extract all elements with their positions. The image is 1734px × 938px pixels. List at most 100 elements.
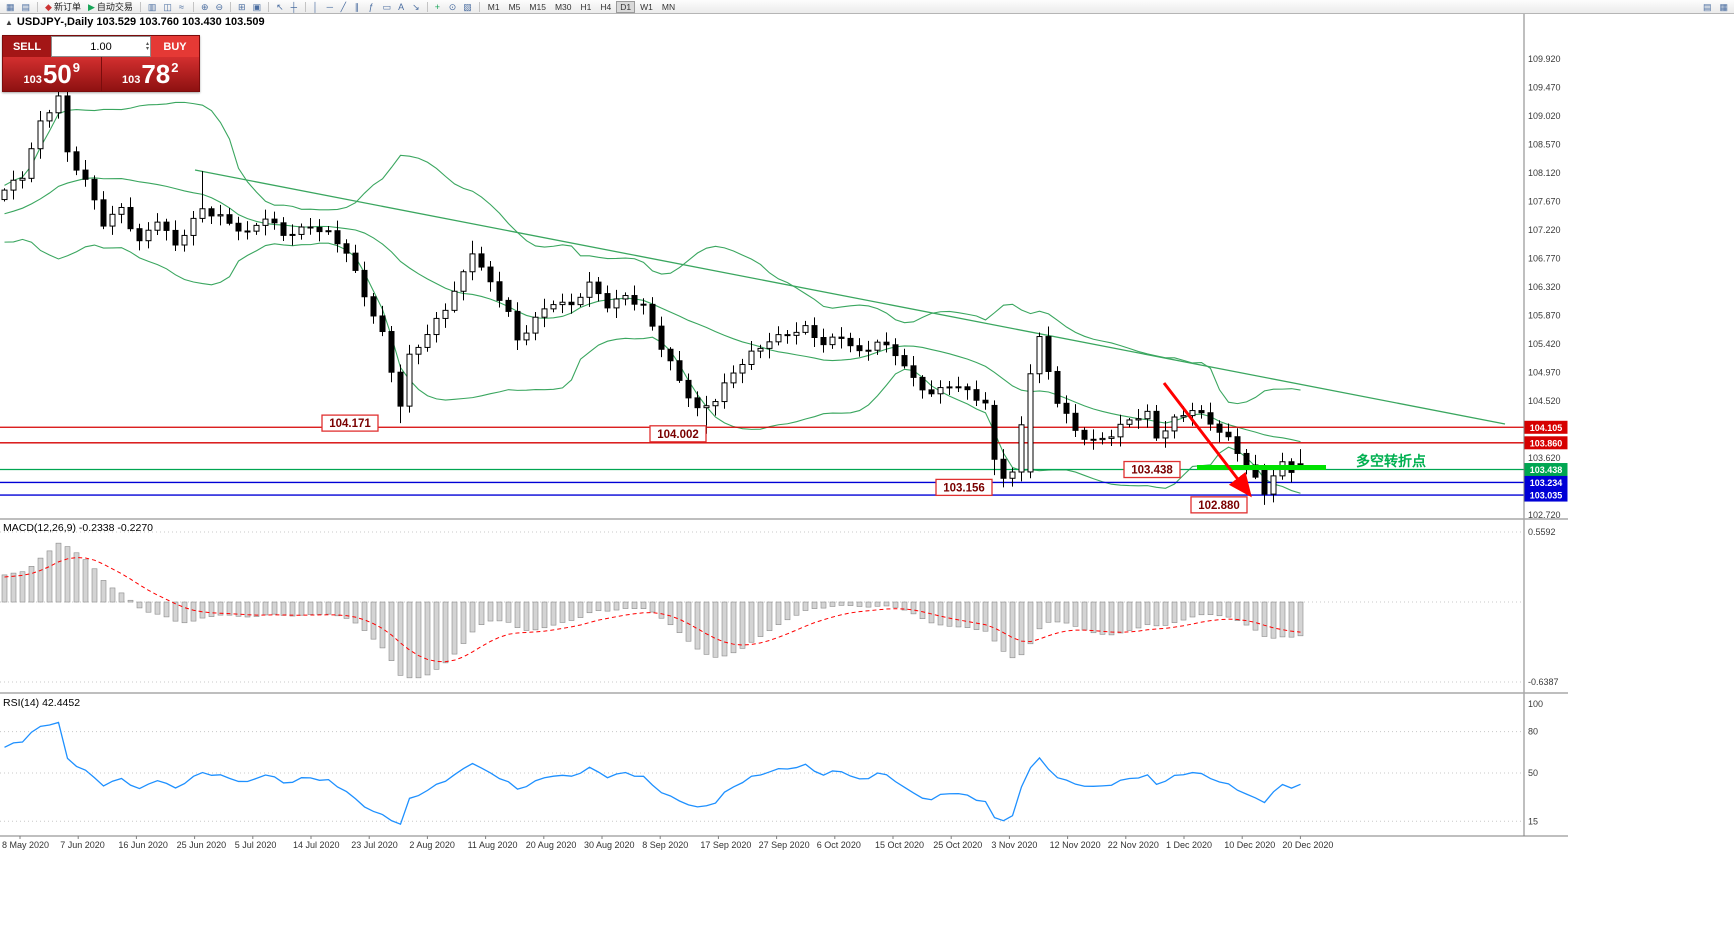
vertical-line-icon: │: [312, 1, 319, 12]
sell-button[interactable]: SELL: [3, 36, 51, 57]
toolbar-separator: [426, 1, 428, 12]
price-label-box[interactable]: [1190, 496, 1248, 514]
date-axis-label: 5 Jul 2020: [235, 840, 277, 850]
horizontal-line-icon[interactable]: ─: [324, 0, 337, 13]
date-axis-label: 22 Nov 2020: [1108, 840, 1159, 850]
date-axis-label: 25 Jun 2020: [177, 840, 227, 850]
timeframe-m15-button[interactable]: M15: [525, 1, 550, 13]
chart-profiles-button: ▤: [21, 1, 31, 12]
price-label-box[interactable]: [321, 414, 379, 432]
price-badge-103.438: [1524, 463, 1568, 477]
text-label-icon[interactable]: A: [395, 0, 408, 13]
down-arrow[interactable]: [1162, 382, 1252, 498]
arrange-windows-icon[interactable]: ▣: [250, 0, 265, 13]
sell-price-pips: 50: [42, 59, 72, 89]
bollinger-bands: [4, 101, 1506, 494]
volume-field[interactable]: 1.00 ▴ ▾: [51, 36, 151, 57]
cursor-icon[interactable]: ↖: [273, 0, 287, 13]
sell-price-figure: 103: [23, 74, 42, 86]
date-axis-label: 20 Dec 2020: [1282, 840, 1333, 850]
dock-panel-icon[interactable]: ▤: [1700, 0, 1715, 13]
autotrading-button-label: 自动交易: [96, 1, 133, 12]
svg-text:103.620: 103.620: [1528, 453, 1561, 463]
svg-text:104.970: 104.970: [1528, 368, 1561, 378]
svg-text:104.171: 104.171: [329, 418, 371, 430]
pivot-note-text[interactable]: 多空转折点: [1356, 453, 1426, 469]
new-order-icon: ◆: [45, 1, 52, 12]
buy-button[interactable]: BUY: [151, 36, 199, 57]
svg-text:102.720: 102.720: [1528, 510, 1561, 520]
buy-price[interactable]: 103 78 2: [100, 57, 200, 91]
window-layout-icon[interactable]: ▦: [1716, 0, 1731, 13]
timeframe-mn-button[interactable]: MN: [658, 1, 679, 13]
timeframe-h4-button[interactable]: H4: [596, 1, 615, 13]
timeframe-m1-button[interactable]: M1: [484, 1, 504, 13]
svg-text:103.438: 103.438: [1530, 465, 1563, 475]
chart-window: 104.171 104.002 103.156 103.438 102.880 多空转折点…: [0, 14, 1734, 938]
arrange-windows-icon: ▣: [252, 1, 262, 12]
timeframe-m5-button[interactable]: M5: [505, 1, 525, 13]
descending-trendline[interactable]: [194, 169, 1506, 425]
horizontal-levels[interactable]: [0, 426, 1524, 496]
symbol-header: ▲ USDJPY-,Daily 103.529 103.760 103.430 …: [5, 16, 265, 28]
chart-profiles-button[interactable]: ▤: [19, 0, 34, 13]
templates-icon[interactable]: ▧: [460, 0, 475, 13]
svg-text:106.320: 106.320: [1528, 282, 1561, 292]
date-axis-label: 30 Aug 2020: [584, 840, 635, 850]
price-label-box[interactable]: [1123, 460, 1181, 479]
timeframe-m30-button[interactable]: M30: [551, 1, 576, 13]
volume-increase-icon[interactable]: ▴: [145, 40, 149, 47]
svg-text:0.5592: 0.5592: [1528, 527, 1556, 537]
svg-text:108.570: 108.570: [1528, 140, 1561, 150]
sell-price[interactable]: 103 50 9: [3, 57, 101, 91]
chart-canvas[interactable]: 104.171 104.002 103.156 103.438 102.880 多空转折点…: [0, 14, 1568, 857]
tile-windows-icon: ⊞: [238, 1, 246, 12]
zoom-out-icon[interactable]: ⊖: [212, 0, 226, 13]
macd-label: MACD(12,26,9) -0.2338 -0.2270: [3, 522, 153, 534]
new-order-button[interactable]: ◆ 新订单: [42, 0, 84, 13]
svg-text:105.420: 105.420: [1528, 339, 1561, 349]
timeframe-w1-button[interactable]: W1: [636, 1, 657, 13]
date-axis-label: 2 Aug 2020: [409, 840, 455, 850]
toolbar-right-group: ▤ ▦: [1700, 0, 1731, 13]
candlestick-chart-icon[interactable]: ◫: [160, 0, 175, 13]
new-chart-button: ▦: [6, 1, 15, 12]
date-axis-label: 7 Jun 2020: [60, 840, 105, 850]
date-axis-label: 6 Oct 2020: [817, 840, 861, 850]
svg-text:50: 50: [1528, 768, 1538, 778]
bar-chart-icon[interactable]: ▥: [145, 0, 160, 13]
svg-text:106.770: 106.770: [1528, 254, 1561, 264]
line-chart-icon[interactable]: ≈: [176, 0, 189, 13]
arrow-objects-icon: ↘: [412, 1, 420, 12]
indicators-icon[interactable]: +: [432, 0, 445, 13]
equidistant-channel-icon: ∥: [354, 1, 360, 12]
timeframe-h1-button[interactable]: H1: [576, 1, 595, 13]
svg-text:109.020: 109.020: [1528, 111, 1561, 121]
zoom-in-icon[interactable]: ⊕: [198, 0, 212, 13]
tile-windows-icon[interactable]: ⊞: [235, 0, 249, 13]
crosshair-icon[interactable]: ┼: [288, 0, 301, 13]
autotrading-button[interactable]: ▶ 自动交易: [85, 0, 136, 13]
bar-chart-icon: ▥: [147, 1, 157, 12]
toolbar-separator: [268, 1, 270, 12]
trendline-icon[interactable]: ╱: [338, 0, 351, 13]
vertical-line-icon[interactable]: │: [310, 0, 323, 13]
timeframe-d1-button[interactable]: D1: [616, 0, 636, 13]
equidistant-channel-icon[interactable]: ∥: [352, 0, 365, 13]
volume-decrease-icon[interactable]: ▾: [145, 45, 149, 52]
svg-text:104.105: 104.105: [1530, 423, 1563, 433]
arrow-objects-icon[interactable]: ↘: [409, 0, 423, 13]
annotations-layer[interactable]: 104.171 104.002 103.156 103.438 102.880 多空转折点: [321, 382, 1426, 514]
new-chart-button[interactable]: ▦: [3, 0, 18, 13]
date-axis-label: 10 Dec 2020: [1224, 840, 1275, 850]
price-label-box[interactable]: [649, 425, 707, 443]
svg-text:103.438: 103.438: [1131, 465, 1173, 477]
shapes-icon[interactable]: ▭: [380, 0, 395, 13]
price-label-box[interactable]: [935, 478, 993, 497]
one-click-collapse-icon[interactable]: ▲: [5, 17, 13, 27]
templates-icon: ▧: [463, 1, 472, 12]
indicators-icon: +: [434, 1, 440, 12]
periods-icon[interactable]: ⊙: [446, 0, 460, 13]
one-click-prices: 103 50 9 103 78 2: [3, 57, 199, 91]
fibonacci-icon[interactable]: ƒ: [366, 0, 379, 13]
